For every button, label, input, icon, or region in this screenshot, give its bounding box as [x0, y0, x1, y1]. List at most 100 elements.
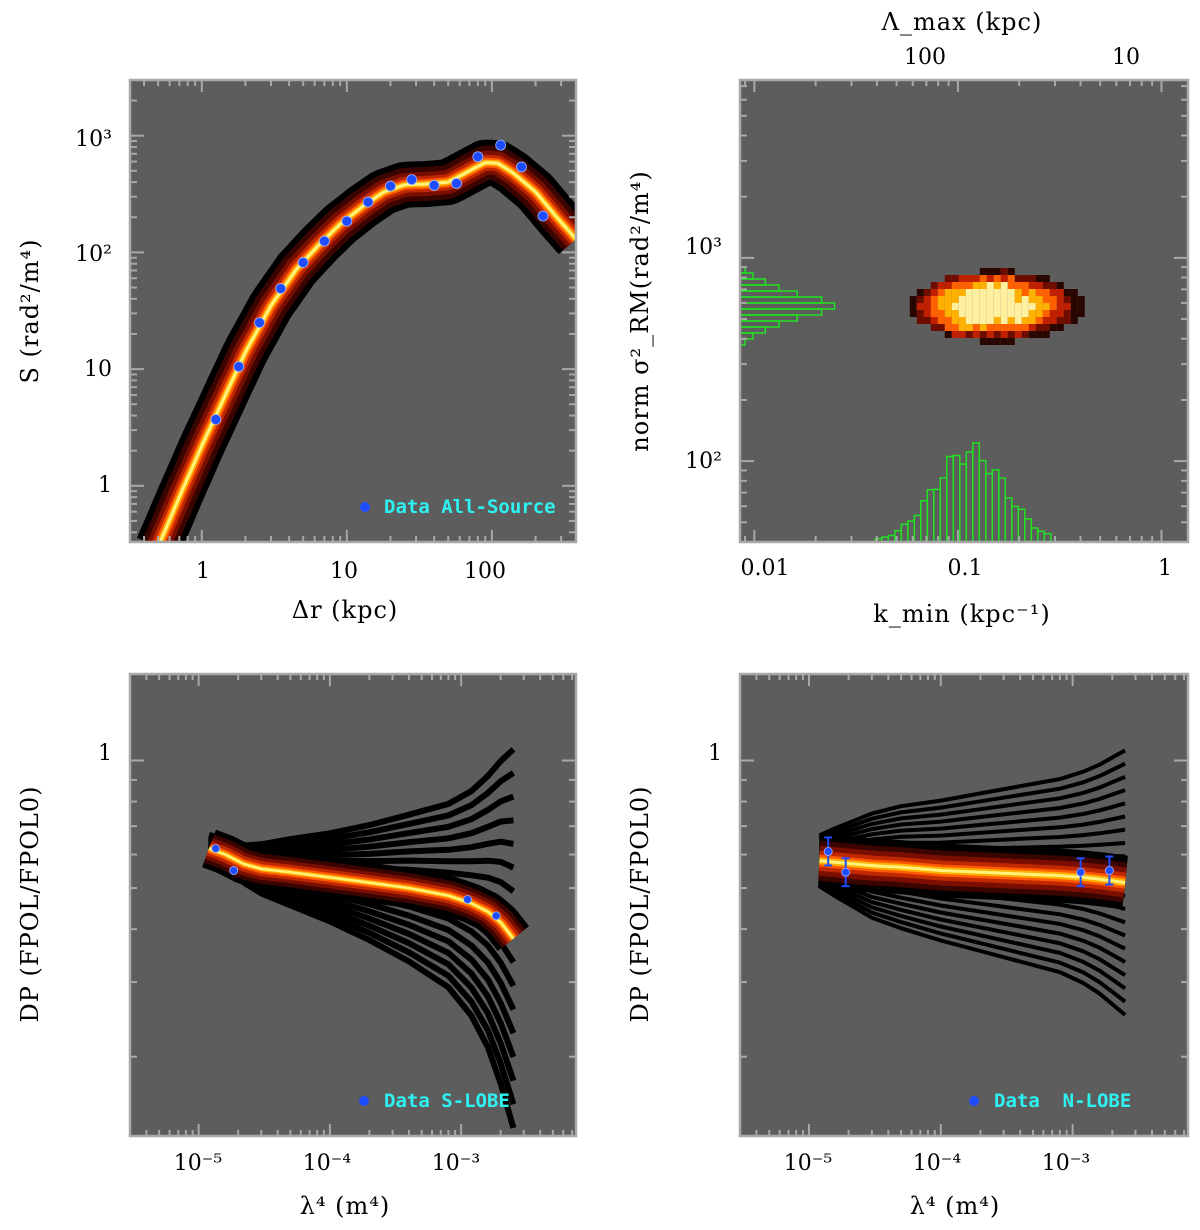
panel-a: 1 10 100 1 10 10² 10³ Δr (kpc) S (rad²/m…: [16, 78, 578, 624]
data-point: [472, 151, 484, 163]
heatmap-cell: [923, 317, 931, 324]
heatmap-cell: [1070, 317, 1078, 324]
data-point: [385, 180, 396, 192]
heatmap-cell: [1000, 317, 1008, 324]
panel-b-y-axis-label: norm σ²_RM(rad²/m⁴): [626, 170, 654, 451]
heatmap-cell: [1014, 275, 1022, 282]
heatmap-cell: [958, 303, 966, 310]
heatmap-cell: [979, 317, 987, 324]
heatmap-cell: [1056, 296, 1064, 303]
heatmap-cell: [993, 331, 1001, 338]
data-point: [318, 235, 330, 247]
heatmap-cell: [979, 268, 987, 275]
data-point: [428, 179, 440, 191]
heatmap-cell: [993, 324, 1001, 331]
heatmap-cell: [1042, 331, 1050, 338]
model-band-layer: [819, 859, 1126, 885]
heatmap-cell: [972, 303, 980, 310]
data-point: [491, 911, 501, 921]
panel-a-legend-marker: [360, 502, 370, 512]
heatmap-cell: [1021, 310, 1029, 317]
heatmap-cell: [1056, 282, 1064, 289]
heatmap-cell: [1014, 289, 1022, 296]
heatmap-cell: [1063, 317, 1071, 324]
heatmap-cell: [1042, 296, 1050, 303]
panel-d-frame: [738, 672, 1190, 1138]
data-point: [495, 139, 507, 151]
heatmap-cell: [951, 310, 959, 317]
panel-d-legend-marker: [969, 1096, 979, 1106]
heatmap-cell: [1007, 282, 1015, 289]
data-point: [362, 196, 374, 208]
heatmap-cell: [1028, 282, 1036, 289]
heatmap-cell: [944, 275, 952, 282]
heatmap-cell: [993, 268, 1001, 275]
heatmap-cell: [1028, 303, 1036, 310]
heatmap-cell: [951, 282, 959, 289]
heatmap-cell: [916, 303, 924, 310]
heatmap-cell: [1063, 310, 1071, 317]
heatmap-cell: [937, 289, 945, 296]
heatmap-cell: [958, 324, 966, 331]
y-tick-label: 10: [84, 357, 112, 382]
panel-a-y-axis-label: S (rad²/m⁴): [16, 238, 44, 383]
heatmap-cell: [979, 310, 987, 317]
data-point: [275, 283, 287, 294]
data-point: [1104, 866, 1114, 875]
data-point: [233, 361, 245, 373]
heatmap-cell: [1007, 275, 1015, 282]
data-point: [463, 895, 473, 904]
panel-c-legend-marker: [359, 1096, 369, 1106]
panel-c-model-band: [190, 747, 532, 1129]
model-realization: [818, 884, 1127, 1017]
panel-a-x-tick-labels: 1 10 100: [196, 559, 506, 584]
heatmap-cell: [972, 275, 980, 282]
top-tick-label: 10: [1112, 45, 1140, 70]
heatmap-cell: [958, 317, 966, 324]
heatmap-cell: [1028, 275, 1036, 282]
heatmap-cell: [1035, 324, 1043, 331]
heatmap-cell: [1000, 324, 1008, 331]
panel-d-y-axis-label: DP (FPOL/FPOL0): [626, 786, 654, 1023]
heatmap-cell: [986, 338, 994, 345]
panel-b-heatmap: [909, 268, 1085, 345]
heatmap-cell: [1035, 303, 1043, 310]
panel-c-data-points: [211, 844, 501, 921]
heatmap-cell: [937, 317, 945, 324]
heatmap-cell: [930, 303, 938, 310]
heatmap-cell: [930, 289, 938, 296]
heatmap-cell: [958, 296, 966, 303]
heatmap-cell: [923, 289, 931, 296]
heatmap-cell: [972, 317, 980, 324]
x-tick-label: 1: [1158, 556, 1172, 581]
heatmap-cell: [1077, 303, 1085, 310]
heatmap-cell: [1000, 331, 1008, 338]
heatmap-cell: [944, 310, 952, 317]
heatmap-cell: [1063, 289, 1071, 296]
heatmap-cell: [972, 296, 980, 303]
heatmap-cell: [1042, 310, 1050, 317]
heatmap-cell: [986, 268, 994, 275]
panel-b-y-histogram: [740, 266, 836, 346]
heatmap-cell: [1021, 275, 1029, 282]
histogram-bar: [1043, 532, 1052, 542]
heatmap-cell: [965, 303, 973, 310]
heatmap-cell: [930, 310, 938, 317]
heatmap-cell: [1077, 310, 1085, 317]
heatmap-cell: [1056, 317, 1064, 324]
heatmap-cell: [1028, 310, 1036, 317]
heatmap-cell: [951, 324, 959, 331]
heatmap-cell: [937, 303, 945, 310]
heatmap-cell: [1021, 331, 1029, 338]
panel-c-legend-label: Data S-LOBE: [384, 1090, 510, 1112]
heatmap-cell: [1028, 317, 1036, 324]
heatmap-cell: [1021, 317, 1029, 324]
heatmap-cell: [993, 275, 1001, 282]
x-tick-label: 100: [464, 559, 506, 584]
heatmap-cell: [944, 296, 952, 303]
heatmap-cell: [944, 282, 952, 289]
heatmap-cell: [1049, 317, 1057, 324]
heatmap-cell: [986, 317, 994, 324]
panel-c: 10⁻⁵ 10⁻⁴ 10⁻³ 1 λ⁴ (m⁴) DP (FPOL/FPOL0)…: [16, 672, 578, 1220]
heatmap-cell: [1028, 331, 1036, 338]
